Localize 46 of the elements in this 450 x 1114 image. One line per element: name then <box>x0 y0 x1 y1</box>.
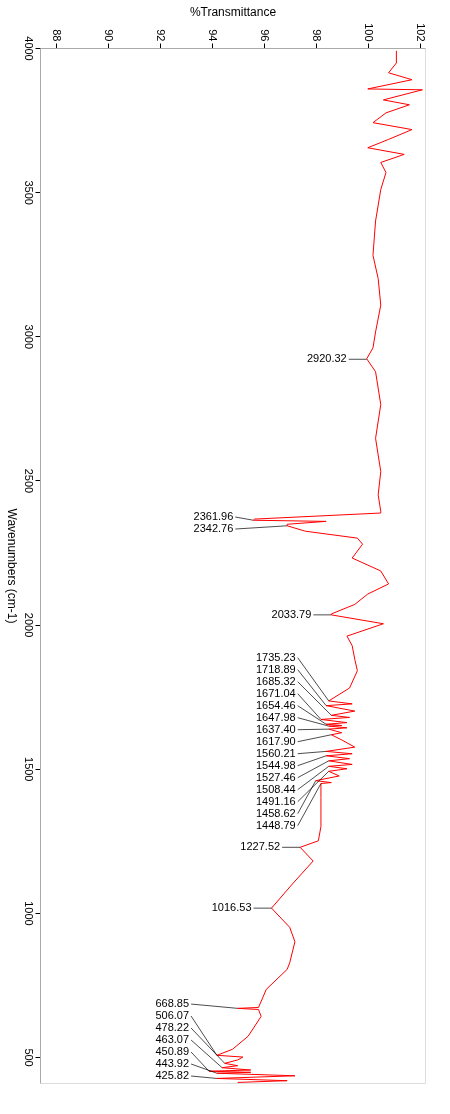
annotation: 1647.98 <box>255 710 296 723</box>
x-tick-label: 94 <box>207 29 220 42</box>
x-tick-label: 98 <box>311 29 324 42</box>
y-tick-label: 1500 <box>22 757 35 782</box>
x-tick-label: 88 <box>51 29 64 42</box>
annotation: 1735.23 <box>255 650 296 663</box>
x-tick-label: 96 <box>259 29 272 42</box>
annotation: 1527.46 <box>255 770 296 783</box>
x-axis-title: %Transmittance <box>189 5 277 20</box>
annotation: 1448.79 <box>255 818 296 831</box>
annotation: 463.07 <box>155 1033 190 1046</box>
annotation: 2361.96 <box>193 510 234 523</box>
annotation: 506.07 <box>155 1009 190 1022</box>
annotation: 1637.40 <box>255 722 296 735</box>
y-tick-label: 3000 <box>22 324 35 350</box>
annotation: 1544.98 <box>255 758 296 771</box>
annotation: 1560.21 <box>255 746 296 759</box>
annotation: 425.82 <box>155 1069 190 1081</box>
annotation: 2342.76 <box>193 522 234 535</box>
x-tick-label: 90 <box>103 29 116 42</box>
annotation: 1671.04 <box>255 686 296 699</box>
annotation: 1718.89 <box>255 662 296 675</box>
annotation: 1617.90 <box>255 734 296 747</box>
annotation: 450.89 <box>155 1045 190 1058</box>
x-tick-label: 92 <box>155 29 168 42</box>
annotation: 1491.16 <box>255 794 296 807</box>
annotation: 1508.44 <box>255 782 296 795</box>
annotation: 1654.46 <box>255 698 296 711</box>
annotation: 1458.62 <box>255 806 296 819</box>
y-tick-label: 500 <box>22 1048 35 1067</box>
annotation: 2920.32 <box>306 352 347 365</box>
annotation: 478.22 <box>155 1021 190 1034</box>
annotation: 2033.79 <box>271 607 312 620</box>
x-tick-label: 102 <box>415 23 428 42</box>
y-tick-label: 1000 <box>22 901 35 926</box>
y-tick-label: 2500 <box>22 468 35 494</box>
annotation: 668.85 <box>155 997 190 1010</box>
y-tick-label: 2000 <box>22 612 35 638</box>
y-axis-title: Wavenumbers (cm-1) <box>4 508 19 624</box>
annotation: 1685.32 <box>255 674 296 687</box>
x-tick-label: 100 <box>363 23 376 42</box>
y-tick-label: 4000 <box>22 36 35 61</box>
annotation: 443.92 <box>155 1057 190 1070</box>
annotation: 1227.52 <box>240 840 281 853</box>
y-tick-label: 3500 <box>22 180 35 205</box>
annotation: 1016.53 <box>211 901 252 914</box>
